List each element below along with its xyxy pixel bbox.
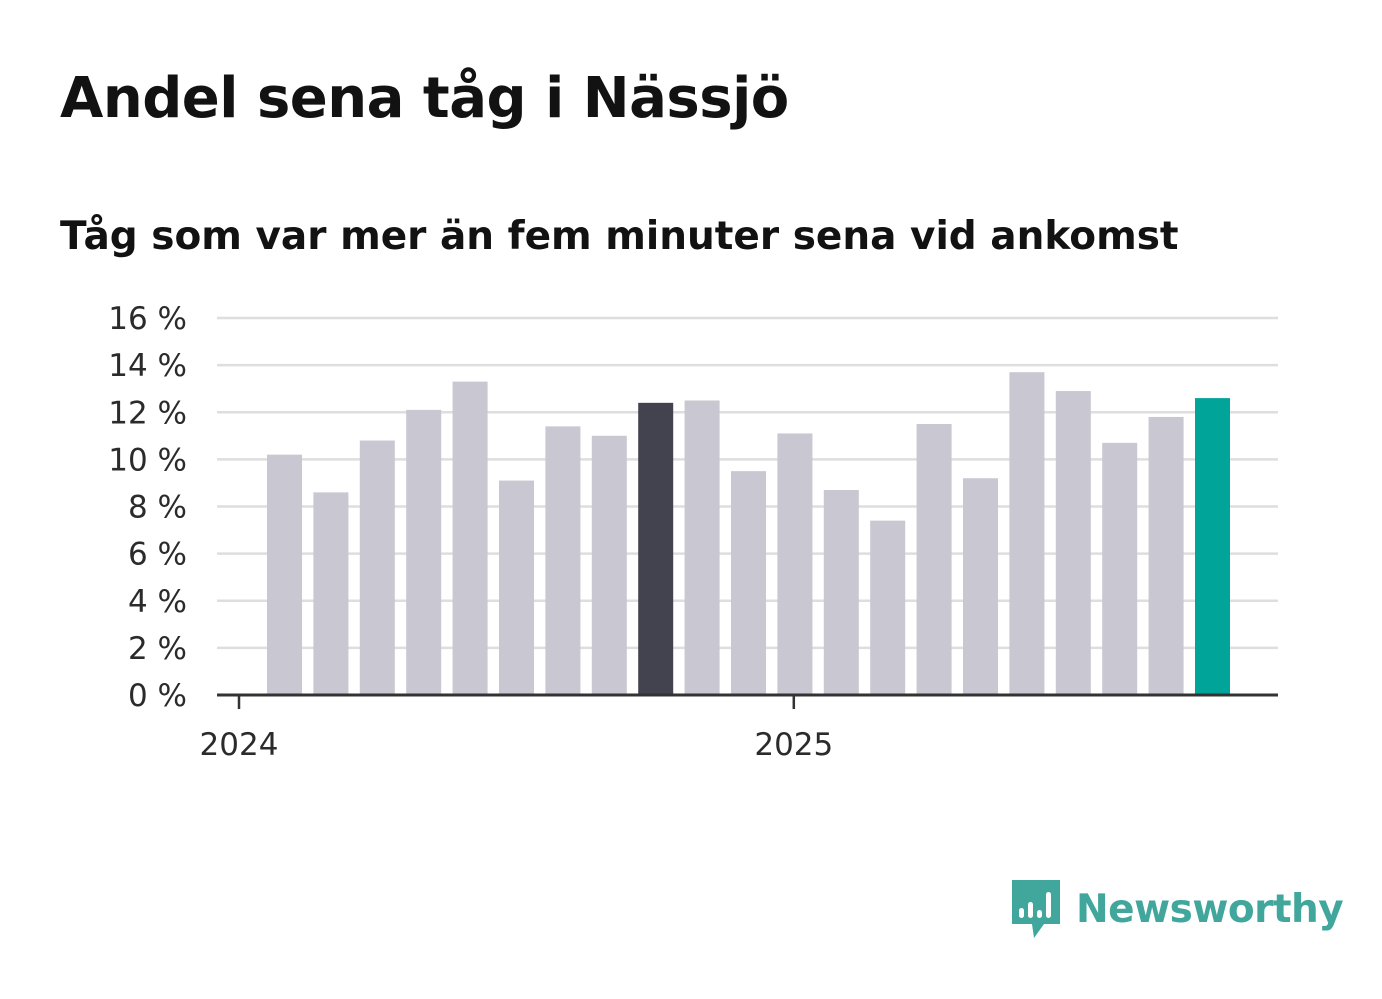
x-axis: [217, 693, 1278, 709]
y-tick-label: 6 %: [128, 537, 187, 573]
y-tick-label: 8 %: [128, 490, 187, 526]
brand-name: Newsworthy: [1076, 886, 1344, 932]
newsworthy-logo: Newsworthy: [1010, 878, 1344, 940]
bar-2025-06: [1055, 391, 1091, 695]
bar-2024-06: [499, 480, 534, 695]
bar-2025-01: [823, 490, 859, 695]
y-tick-label: 12 %: [108, 395, 187, 431]
bar-2024-08: [591, 435, 627, 695]
bar-2025-05: [1009, 372, 1045, 695]
bar-chart-speech-bubble-icon: [1012, 880, 1060, 938]
y-axis-labels: 0 % 2 % 4 % 6 % 8 % 10 % 12 % 14 % 16 %: [108, 301, 187, 714]
y-tick-label: 14 %: [108, 348, 187, 384]
x-tick-label: 2024: [200, 727, 279, 763]
bar-chart: 0 % 2 % 4 % 6 % 8 % 10 % 12 % 14 % 16 % 2024 2025: [108, 301, 1278, 763]
chart-title: Andel sena tåg i Nässjö: [60, 66, 789, 131]
bar-2024-11: [731, 471, 766, 695]
bar-2024-12: [777, 433, 813, 695]
y-tick-label: 10 %: [108, 442, 187, 478]
bar-2025-04: [963, 478, 998, 695]
bars: [267, 372, 1230, 695]
bar-2024-03: [359, 440, 395, 695]
y-tick-label: 2 %: [128, 631, 187, 667]
bar-2024-07: [545, 426, 581, 695]
bar-2024-04: [406, 409, 442, 695]
bar-2024-01: [267, 454, 302, 695]
bar-2025-09: [1195, 398, 1230, 695]
bar-2025-03: [916, 424, 952, 695]
y-tick-label: 16 %: [108, 301, 187, 337]
x-tick-label: 2025: [754, 727, 833, 763]
bar-2025-08: [1148, 416, 1184, 695]
y-tick-label: 4 %: [128, 584, 187, 620]
bar-2024-09: [638, 402, 674, 695]
x-axis-labels: 2024 2025: [200, 727, 834, 763]
y-tick-label: 0 %: [128, 678, 187, 714]
bar-2024-02: [313, 492, 349, 695]
bar-2024-10: [684, 400, 720, 695]
chart-subtitle: Tåg som var mer än fem minuter sena vid …: [60, 214, 1179, 259]
bar-2025-02: [870, 520, 906, 695]
bar-2024-05: [452, 381, 488, 695]
bar-2025-07: [1102, 442, 1138, 695]
